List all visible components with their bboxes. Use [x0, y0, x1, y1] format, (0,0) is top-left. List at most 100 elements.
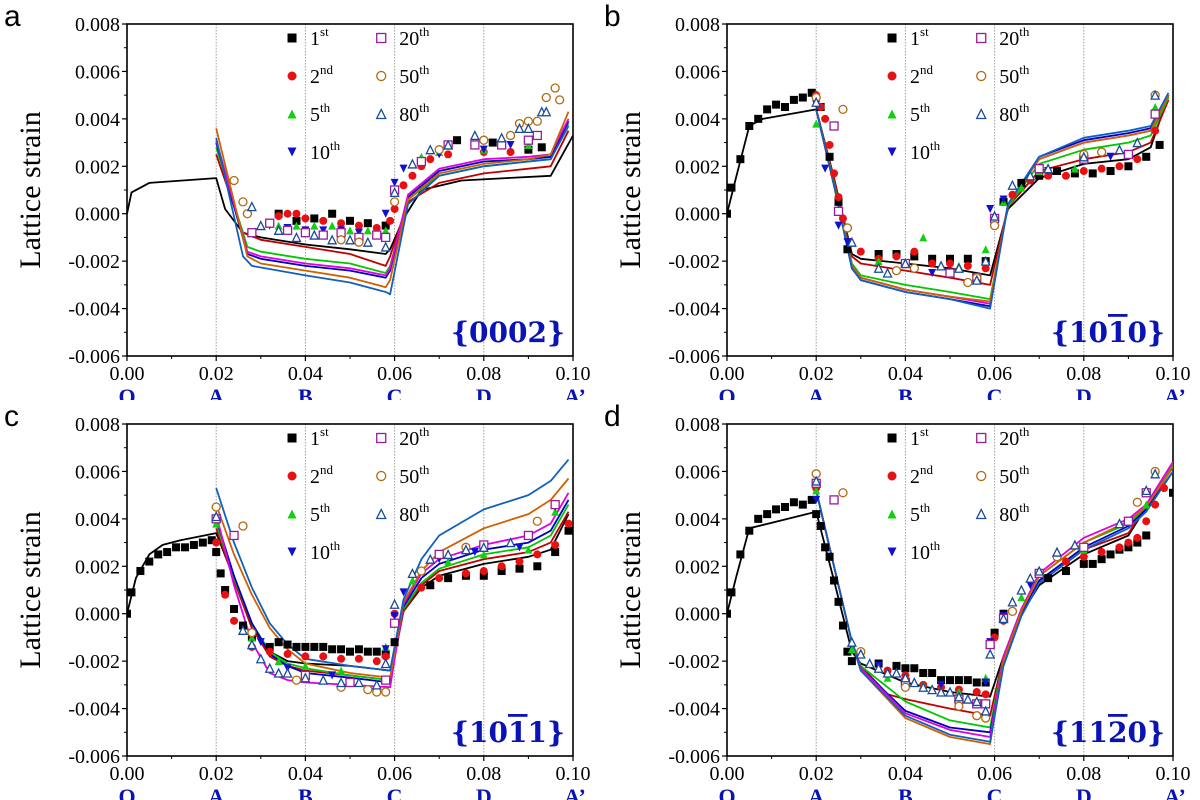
- point-20th: [318, 230, 328, 240]
- y-tick-label: 0.000: [675, 604, 720, 626]
- point-2nd: [551, 540, 560, 549]
- point-1st: [479, 571, 488, 580]
- point-1st: [901, 664, 910, 673]
- legend-num: 2: [310, 466, 320, 488]
- y-tick-label: 0.002: [675, 156, 720, 178]
- point-5th: [274, 657, 283, 666]
- point-80th: [980, 705, 991, 716]
- point-80th: [362, 236, 373, 247]
- legend-num: 10: [310, 542, 330, 564]
- point-5th: [444, 557, 453, 566]
- x-tick-label: 0.10: [1156, 763, 1191, 785]
- legend-marker-2nd: [887, 471, 897, 481]
- legend-label-50th: 50th: [399, 462, 430, 488]
- point-1st: [1053, 167, 1062, 176]
- legend-num: 20: [399, 28, 419, 50]
- legend-label-5th: 5th: [910, 500, 931, 526]
- point-80th: [944, 686, 956, 697]
- y-axis-title: Lattice strain: [614, 111, 647, 268]
- point-50th: [909, 263, 919, 273]
- point-2nd: [301, 214, 310, 223]
- legend-label-2nd: 2nd: [310, 462, 334, 488]
- point-2nd: [444, 150, 453, 159]
- point-80th: [336, 677, 347, 688]
- stage-label: A’: [564, 384, 586, 400]
- point-2nd: [1061, 171, 1070, 180]
- point-2nd: [838, 214, 847, 223]
- point-80th: [380, 241, 391, 252]
- point-1st: [1106, 550, 1115, 559]
- point-5th: [212, 519, 221, 528]
- point-1st: [221, 586, 230, 594]
- y-tick-label: 0.002: [675, 556, 720, 578]
- point-10th: [470, 548, 479, 557]
- point-20th: [434, 549, 444, 560]
- legend-num: 1: [910, 428, 920, 450]
- point-80th: [989, 210, 1000, 221]
- legend-sup: th: [320, 100, 331, 115]
- point-5th: [310, 221, 319, 230]
- point-2nd: [386, 216, 395, 225]
- point-80th: [1051, 546, 1063, 557]
- point-2nd: [1160, 484, 1169, 493]
- point-5th: [381, 226, 390, 235]
- point-50th: [1096, 147, 1107, 157]
- point-1st: [1142, 531, 1151, 540]
- line-1st: [127, 135, 573, 255]
- legend-sup: th: [419, 62, 430, 77]
- stage-label: O: [718, 784, 735, 800]
- y-tick-label: 0.006: [675, 61, 720, 83]
- stage-label: B: [298, 784, 313, 800]
- legend-sup: th: [330, 538, 341, 553]
- point-20th: [523, 530, 534, 541]
- point-1st: [763, 105, 772, 114]
- point-80th: [1025, 572, 1036, 583]
- point-80th: [300, 672, 311, 683]
- line-20th: [215, 118, 570, 277]
- point-1st: [1124, 543, 1133, 552]
- y-axis-title: Lattice strain: [14, 111, 47, 268]
- point-2nd: [354, 221, 363, 230]
- x-tick-label: 0.10: [1156, 363, 1191, 385]
- point-2nd: [856, 247, 865, 256]
- point-1st: [1142, 152, 1151, 161]
- point-1st: [1061, 567, 1070, 576]
- point-5th: [1151, 103, 1160, 111]
- point-80th: [971, 696, 982, 707]
- point-80th: [1043, 163, 1054, 174]
- plane-label: {1010}: [1051, 316, 1165, 349]
- point-50th: [891, 265, 902, 276]
- point-20th: [345, 677, 355, 688]
- panel-label: a: [4, 0, 21, 33]
- legend-label-50th: 50th: [999, 462, 1030, 488]
- y-tick-label: -0.004: [668, 299, 720, 321]
- legend-marker-80th: [975, 508, 987, 520]
- point-2nd: [283, 650, 292, 659]
- stage-label: D: [476, 784, 492, 800]
- point-20th: [829, 121, 839, 131]
- point-1st: [812, 510, 821, 519]
- point-80th: [353, 677, 364, 688]
- point-1st: [892, 661, 901, 670]
- point-10th: [986, 204, 995, 213]
- point-2nd: [1044, 171, 1053, 180]
- point-2nd: [981, 690, 990, 699]
- series-points: [727, 88, 1164, 288]
- point-1st: [928, 669, 937, 677]
- point-2nd: [830, 169, 839, 178]
- point-1st: [163, 548, 172, 557]
- stage-label: O: [118, 784, 135, 800]
- point-5th: [1070, 164, 1079, 173]
- legend-sup: th: [920, 100, 931, 115]
- point-1st: [780, 503, 789, 511]
- point-80th: [891, 667, 902, 678]
- plane-index: 1}: [528, 716, 566, 749]
- point-50th: [963, 277, 973, 288]
- point-2nd: [283, 209, 292, 218]
- point-2nd: [910, 247, 919, 256]
- point-1st: [830, 576, 839, 585]
- legend-num: 20: [999, 28, 1019, 50]
- legend-marker-20th: [976, 432, 987, 444]
- point-1st: [154, 550, 163, 559]
- point-1st: [363, 219, 372, 228]
